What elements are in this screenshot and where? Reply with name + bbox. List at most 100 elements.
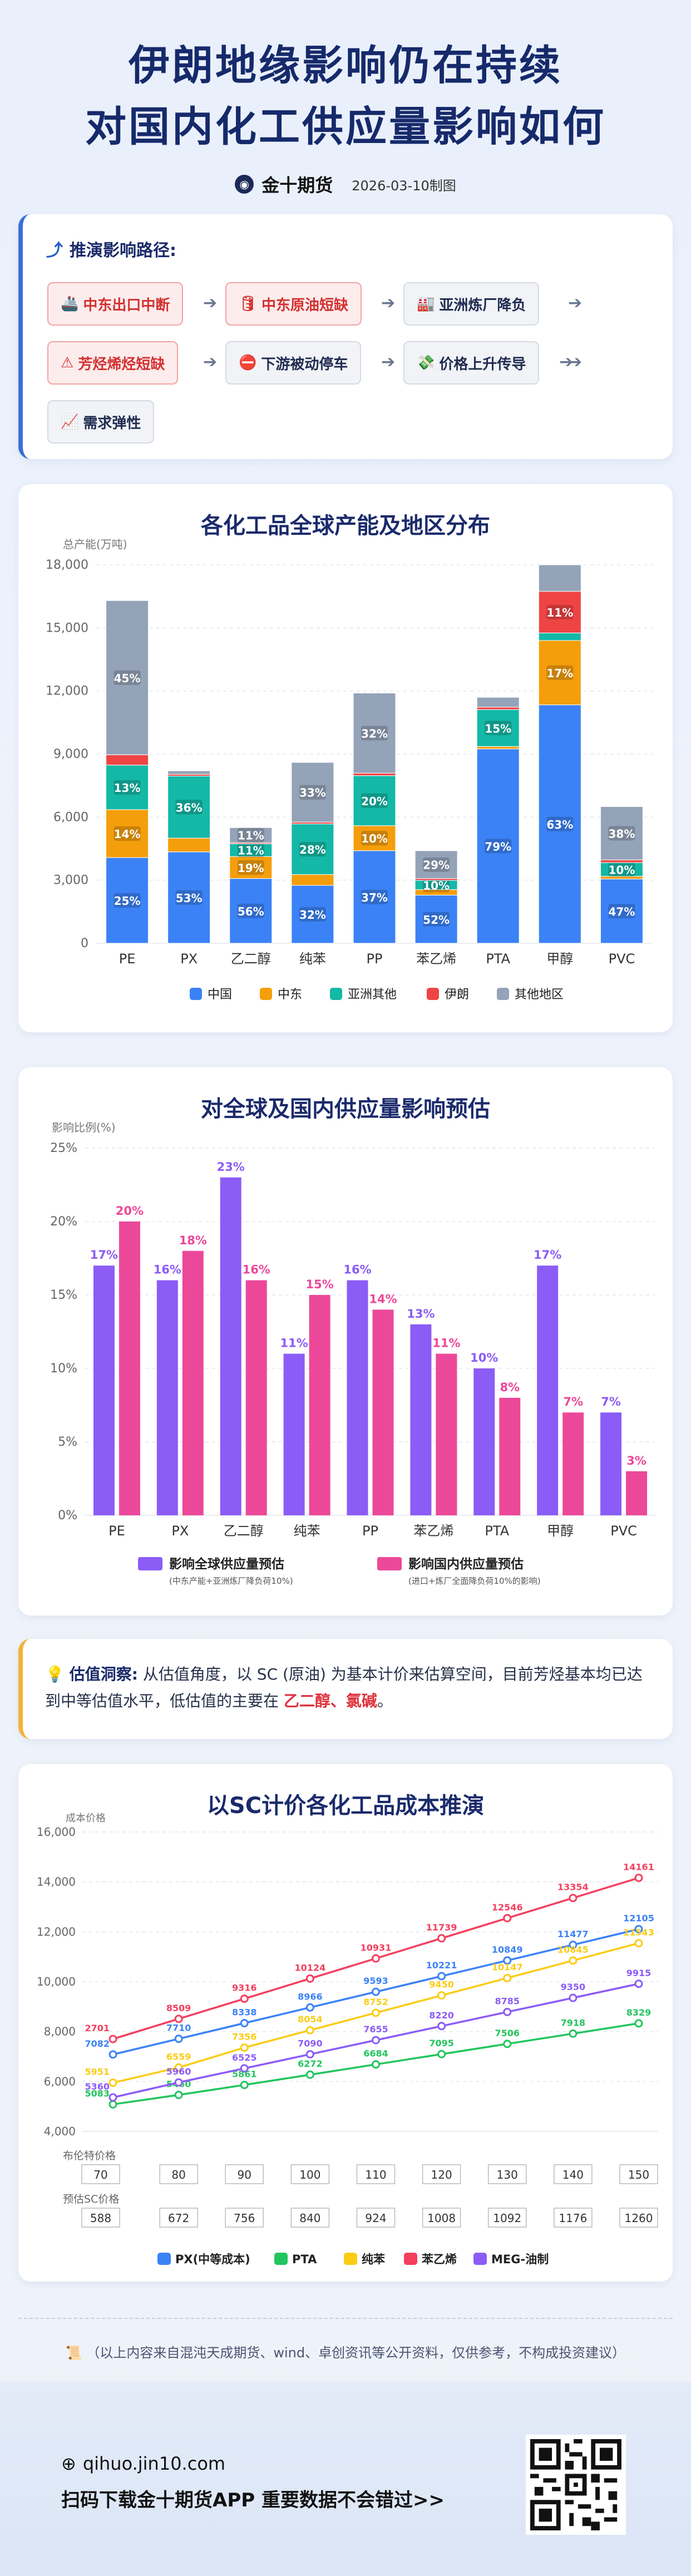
y-axis-label: 总产能(万吨) (63, 538, 127, 551)
money-icon: 💸 (417, 354, 435, 371)
data-point (372, 2036, 380, 2045)
y-tick-label: 14,000 (37, 1875, 76, 1889)
data-label-bg (175, 890, 203, 905)
data-label: 8054 (298, 2014, 323, 2025)
legend-label: 影响国内供应量预估 (408, 1557, 524, 1572)
y-tick-label: 12,000 (46, 684, 88, 698)
bar-segment (538, 640, 581, 706)
bar-segment (476, 748, 520, 944)
bar-segment (353, 825, 396, 851)
data-point (503, 2007, 512, 2016)
x-tick-sc: 1176 (559, 2211, 587, 2225)
bar (182, 1250, 204, 1515)
y-tick-label: 5% (58, 1435, 77, 1449)
bar (93, 1265, 115, 1515)
data-label: 11% (238, 829, 264, 843)
x-cell (488, 2164, 527, 2184)
x-tick-label: PVC (610, 1523, 637, 1539)
y-tick-label: 4,000 (44, 2125, 76, 2138)
data-label: 32% (299, 908, 326, 922)
x-tick-sc: 840 (299, 2211, 320, 2225)
data-label-bg (299, 785, 326, 800)
data-label: 28% (299, 843, 326, 856)
bar-segment (106, 765, 149, 810)
data-label: 5951 (85, 2067, 110, 2077)
bar (562, 1412, 584, 1515)
x-cell (488, 2208, 527, 2228)
data-point (437, 1972, 446, 1981)
bar-segment (106, 754, 149, 766)
path-step-label: 中东原油短缺 (261, 297, 349, 314)
qr-code[interactable] (526, 2435, 626, 2535)
data-label-bg (423, 912, 450, 927)
data-label: 7655 (363, 2024, 388, 2035)
data-label: 8338 (232, 2007, 257, 2018)
x-tick-label: 苯乙烯 (413, 1523, 453, 1539)
x-tick-label: PP (362, 1523, 378, 1539)
data-label: 20% (361, 795, 388, 808)
bar (372, 1309, 394, 1515)
supply-chart: 影响比例(%) 0% 5% 10% 15% 20% 25% 17% 20% PE 16% 18% PX 2… (50, 1121, 655, 1586)
header: 伊朗地缘影响仍在持续 对国内化工供应量影响如何 ◉ 金十期货 2026-03-1… (0, 0, 691, 211)
bar-segment (229, 827, 273, 843)
data-label: 11% (432, 1337, 460, 1350)
bar-segment (167, 851, 211, 944)
bar-segment (106, 857, 149, 944)
site-url[interactable]: qihuo.jin10.com (82, 2453, 226, 2474)
bar (309, 1295, 330, 1515)
bar (537, 1265, 559, 1515)
x-cell (225, 2208, 264, 2228)
y-tick-label: 15,000 (46, 621, 88, 635)
data-label: 11% (280, 1337, 308, 1350)
path-step: 📈 需求弹性 (47, 400, 155, 444)
data-label: 53% (176, 891, 203, 905)
path-step: ⛔ 下游被动停车 (225, 341, 362, 385)
data-label: 6684 (363, 2048, 388, 2059)
data-label: 36% (176, 801, 203, 814)
bar (410, 1324, 432, 1515)
data-label-bg (237, 903, 264, 918)
site-link[interactable]: ⊕ qihuo.jin10.com (61, 2453, 225, 2474)
x-tick-label: 纯苯 (294, 1523, 320, 1539)
data-point (305, 2003, 314, 2012)
bar-segment (476, 697, 520, 708)
download-slogan[interactable]: 扫码下载金十期货APP 重要数据不会错过>> (61, 2489, 445, 2511)
data-label: 10% (470, 1351, 498, 1365)
data-label: 9593 (363, 1976, 388, 1986)
x-tick-sc: 756 (234, 2211, 255, 2225)
data-label: 9915 (626, 1968, 651, 1978)
x-tick-label: PX (171, 1523, 189, 1539)
x-tick-brent: 100 (299, 2168, 320, 2181)
data-point (240, 2064, 249, 2073)
page-title-line2: 对国内化工供应量影响如何 (85, 103, 606, 151)
x-cell (81, 2164, 120, 2184)
data-label-bg (361, 793, 388, 808)
path-step-label: 亚洲炼厂降负 (439, 297, 526, 314)
y-axis-label: 成本价格 (66, 1812, 106, 1824)
arrow-right-icon: ➔ (559, 352, 574, 372)
bar (499, 1397, 521, 1515)
data-label-bg (113, 780, 141, 795)
cost-chart-card: 以SC计价各化工品成本推演 成本价格 4,000 6,000 8,000 10,000 1… (18, 1764, 673, 2282)
legend-swatch (190, 988, 202, 1000)
data-point (569, 1993, 578, 2002)
bar-segment (600, 879, 643, 944)
chart-icon: 📈 (61, 413, 79, 430)
x-tick-sc: 672 (168, 2211, 189, 2225)
x-cell (554, 2208, 593, 2228)
legend-swatch (427, 988, 439, 1000)
legend-label: 苯乙烯 (421, 2253, 457, 2266)
data-label-bg (361, 831, 388, 846)
data-label: 47% (609, 905, 635, 918)
data-label: 17% (90, 1248, 118, 1262)
data-point (305, 2050, 314, 2058)
data-point (174, 2091, 183, 2100)
bar (473, 1368, 495, 1515)
path-step: 💸 价格上升传导 (403, 341, 540, 385)
legend-swatch (404, 2253, 417, 2265)
data-label: 33% (299, 786, 326, 800)
x-tick-label: PTA (486, 951, 510, 967)
bar-segment (600, 806, 643, 860)
data-label: 18% (179, 1234, 207, 1247)
x-tick-label: 乙二醇 (231, 951, 271, 967)
